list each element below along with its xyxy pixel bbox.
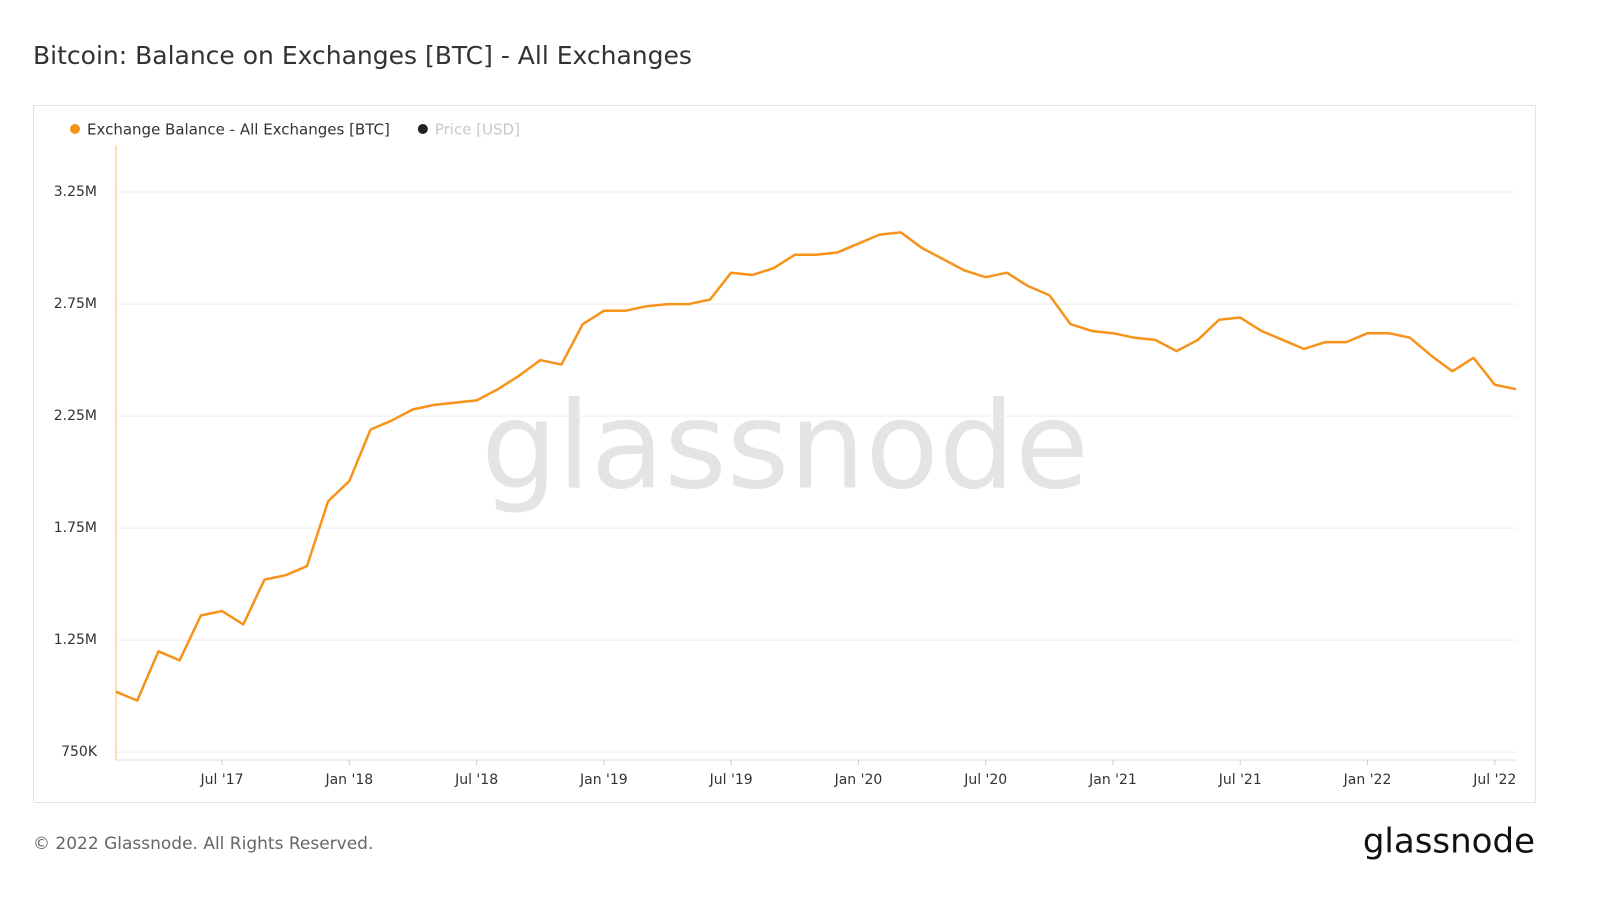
watermark: glassnode	[481, 378, 1089, 517]
y-tick-label: 1.25M	[54, 632, 97, 648]
x-tick-label: Jul '19	[709, 772, 753, 788]
chart-title: Bitcoin: Balance on Exchanges [BTC] - Al…	[33, 41, 692, 70]
legend-marker	[70, 124, 80, 134]
y-tick-label: 3.25M	[54, 184, 97, 200]
footer: © 2022 Glassnode. All Rights Reserved.	[33, 834, 373, 854]
x-tick-label: Jul '22	[1472, 772, 1516, 788]
y-tick-label: 2.25M	[54, 408, 97, 424]
y-tick-label: 750K	[61, 744, 98, 760]
data-line	[115, 231, 1517, 702]
legend-marker	[417, 124, 428, 134]
x-tick-label: Jan '21	[1088, 772, 1137, 788]
panel	[33, 105, 1536, 803]
y-tick-label: 2.75M	[54, 296, 97, 312]
x-tick-label: Jan '22	[1343, 772, 1392, 788]
x-tick-label: Jul '20	[963, 772, 1007, 788]
x-tick-label: Jan '20	[834, 772, 883, 788]
x-tick-label: Jul '21	[1218, 772, 1262, 788]
x-tick-label: Jan '18	[324, 772, 373, 788]
logo: glassnode	[1363, 822, 1535, 862]
x-tick-label: Jan '19	[579, 772, 628, 788]
legend-label: Price [USD]	[435, 121, 520, 139]
x-tick-label: Jul '17	[200, 772, 244, 788]
legend-label: Exchange Balance - All Exchanges [BTC]	[87, 121, 390, 139]
y-tick-label: 1.75M	[54, 520, 97, 536]
x-tick-label: Jul '18	[454, 772, 498, 788]
